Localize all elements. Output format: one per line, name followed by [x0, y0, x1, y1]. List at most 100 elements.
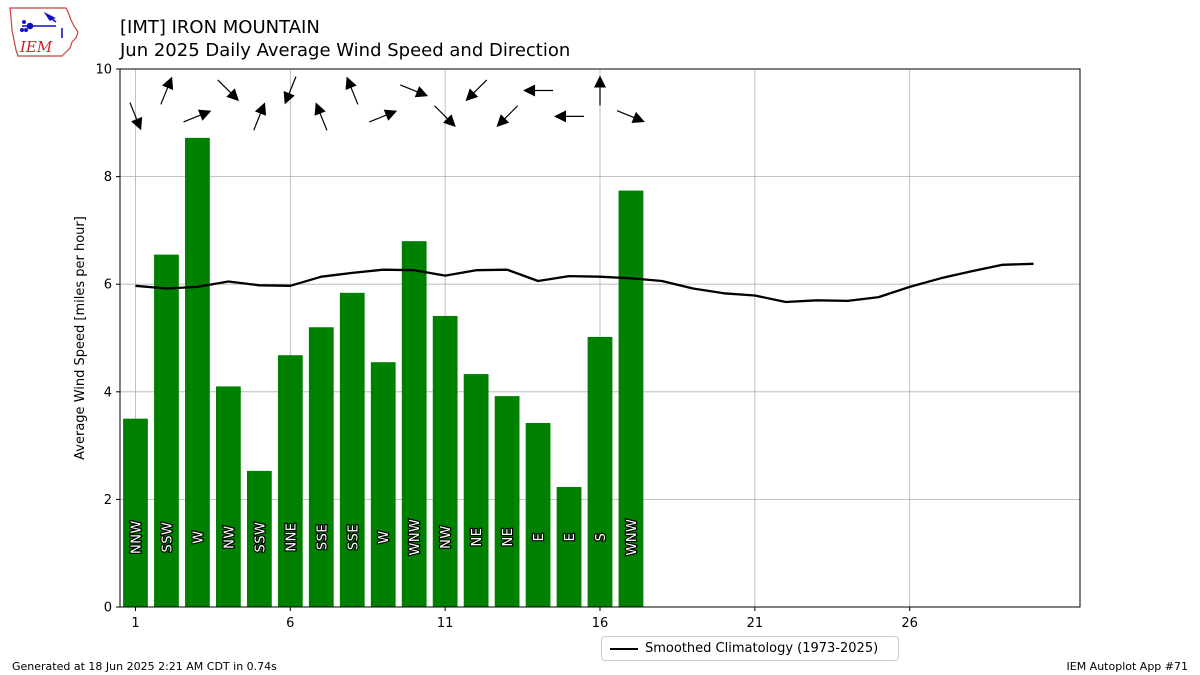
arrow-shaft [319, 112, 328, 131]
wind-speed-bar [618, 190, 644, 607]
wind-speed-bar [432, 315, 458, 607]
arrow-head [345, 76, 357, 90]
y-tick-label: 10 [95, 63, 112, 78]
arrow-shaft [400, 84, 419, 93]
wind-direction-arrow [616, 110, 645, 124]
y-axis-label: Average Wind Speed [miles per hour] [73, 216, 88, 460]
direction-arrows [129, 75, 645, 131]
x-tick-label: 26 [901, 616, 918, 631]
chart-subtitle: Jun 2025 Daily Average Wind Speed and Di… [120, 40, 571, 61]
direction-label: NW [222, 525, 237, 549]
arrow-head [631, 111, 645, 124]
arrow-head [131, 116, 143, 131]
y-tick-label: 2 [104, 493, 112, 508]
arrow-shaft [616, 110, 635, 119]
y-tick-label: 0 [104, 601, 112, 616]
wind-direction-arrow [496, 105, 519, 127]
y-tick-label: 4 [104, 385, 112, 400]
wind-speed-bar [308, 327, 334, 607]
direction-label: NNW [129, 520, 144, 554]
chart-title: [IMT] IRON MOUNTAIN [120, 17, 320, 38]
wind-speed-bar [463, 374, 489, 607]
arrow-head [465, 88, 479, 102]
wind-direction-arrow [217, 79, 239, 102]
x-tick-label: 16 [592, 616, 609, 631]
wind-speed-bar [154, 254, 179, 608]
y-tick-label: 6 [104, 278, 112, 293]
arrow-head [162, 76, 174, 90]
wind-speed-bar [277, 355, 303, 607]
direction-label: SSE [346, 524, 361, 550]
direction-label: S [594, 533, 609, 542]
direction-labels: NNW SSW W NW SSW NNE SSE SSE W WNW NW NE NE E E S WNW [128, 517, 641, 556]
wind-direction-arrow [183, 109, 212, 123]
x-tick-label: 1 [131, 616, 139, 631]
iowa-outline [9, 7, 79, 57]
arrow-shaft [369, 114, 388, 123]
arrow-shaft [217, 79, 232, 94]
wind-direction-arrow [523, 84, 554, 97]
arrow-shaft [350, 86, 359, 105]
arrow-head [283, 91, 295, 105]
wind-speed-bar [216, 386, 241, 607]
wind-direction-arrow [465, 79, 488, 102]
direction-label: SSE [315, 524, 330, 550]
direction-label: NE [501, 528, 516, 547]
arrow-head [594, 75, 606, 88]
direction-label: W [191, 530, 206, 543]
wind-direction-arrow [129, 102, 143, 131]
arrow-shaft [472, 79, 488, 94]
wind-direction-arrow [594, 75, 606, 106]
wind-speed-bar [370, 362, 396, 607]
direction-label: SSW [253, 522, 268, 553]
weather-station-icon [20, 11, 63, 38]
arrow-shaft [253, 112, 262, 131]
arrow-head [523, 84, 536, 97]
direction-label: W [377, 530, 392, 543]
x-tick-label: 6 [286, 616, 294, 631]
wind-speed-bar [556, 487, 582, 607]
arrow-shaft [183, 114, 202, 123]
arrow-head [383, 109, 398, 121]
wind-speed-bar [246, 470, 272, 607]
wind-direction-arrow [160, 76, 174, 105]
direction-label: NE [470, 528, 485, 547]
wind-direction-arrow [434, 105, 456, 127]
wind-direction-arrow [400, 84, 429, 98]
wind-direction-arrow [283, 76, 297, 105]
arrow-shaft [288, 76, 297, 95]
wind-direction-arrow [345, 76, 359, 105]
chart-legend: Smoothed Climatology (1973-2025) [601, 636, 899, 661]
wind-speed-bar [401, 241, 427, 607]
direction-label: E [532, 533, 547, 542]
direction-label: WNW [408, 519, 423, 556]
arrow-head [254, 102, 267, 116]
legend-label: Smoothed Climatology (1973-2025) [645, 641, 879, 656]
arrow-head [443, 114, 456, 127]
wind-direction-arrow [253, 102, 267, 131]
bars [123, 137, 644, 608]
generated-timestamp: Generated at 18 Jun 2025 2:21 AM CDT in … [12, 660, 277, 673]
arrow-shaft [160, 86, 169, 105]
wind-speed-bar [525, 423, 551, 607]
arrow-head [554, 110, 567, 123]
legend-line-swatch [610, 648, 638, 650]
direction-label: NNE [284, 522, 299, 551]
wind-direction-arrow [369, 109, 398, 123]
direction-label: WNW [625, 519, 640, 556]
x-tick-label: 11 [437, 616, 454, 631]
climatology-line-layer [135, 262, 1034, 304]
wind-speed-bar [123, 418, 148, 607]
wind-speed-bar [587, 336, 613, 607]
direction-label: NW [439, 525, 454, 549]
app-id: IEM Autoplot App #71 [1066, 660, 1189, 673]
wind-speed-bar [494, 396, 520, 607]
x-tick-label: 21 [747, 616, 764, 631]
wind-direction-arrow [314, 102, 328, 131]
arrow-head [496, 114, 510, 127]
wind-speed-bar [185, 137, 210, 607]
wind-speed-bar [339, 292, 365, 607]
arrow-shaft [434, 105, 449, 120]
